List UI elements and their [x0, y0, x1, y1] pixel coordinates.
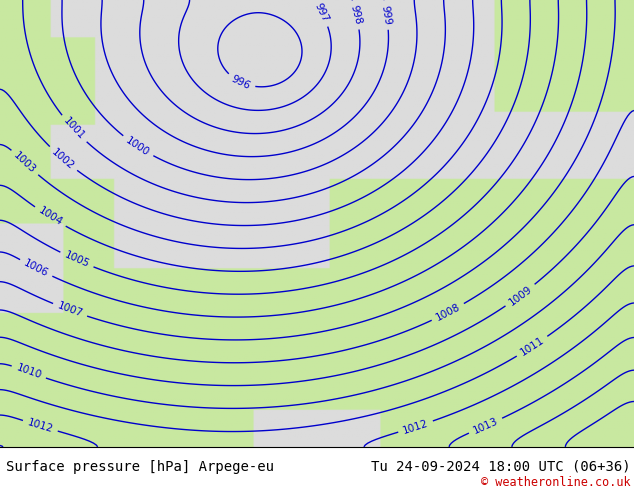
Text: 1011: 1011: [519, 335, 546, 358]
Text: 997: 997: [313, 2, 330, 24]
Text: 996: 996: [230, 74, 252, 91]
Text: 1012: 1012: [401, 418, 430, 436]
Text: 1012: 1012: [26, 417, 55, 435]
Text: 1002: 1002: [50, 147, 76, 172]
Text: © weatheronline.co.uk: © weatheronline.co.uk: [481, 476, 631, 489]
Text: 1000: 1000: [124, 135, 152, 158]
Text: Tu 24-09-2024 18:00 UTC (06+36): Tu 24-09-2024 18:00 UTC (06+36): [371, 460, 631, 474]
Text: 1013: 1013: [472, 416, 500, 436]
Text: 1005: 1005: [63, 250, 91, 270]
Text: 1010: 1010: [15, 363, 43, 381]
Text: 999: 999: [380, 4, 392, 25]
Text: 1001: 1001: [61, 116, 86, 142]
Text: 998: 998: [348, 4, 363, 26]
Text: 1009: 1009: [507, 284, 534, 307]
Text: 1003: 1003: [11, 150, 38, 175]
Text: 1008: 1008: [434, 302, 462, 323]
Text: Surface pressure [hPa] Arpege-eu: Surface pressure [hPa] Arpege-eu: [6, 460, 275, 474]
Text: 1004: 1004: [36, 206, 64, 228]
Text: 1007: 1007: [56, 301, 84, 319]
Text: 1006: 1006: [22, 258, 50, 279]
